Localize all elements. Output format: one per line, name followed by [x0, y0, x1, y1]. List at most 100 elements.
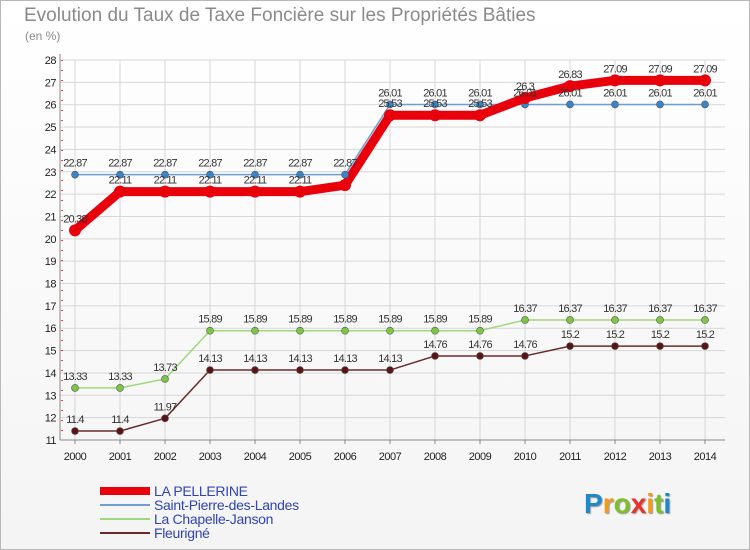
x-tick-label: 2005 — [289, 451, 312, 463]
series-marker-3 — [341, 366, 349, 374]
value-label: 14.13 — [378, 353, 402, 365]
value-label: 26.01 — [423, 87, 447, 99]
y-tick-label: 23 — [45, 167, 57, 179]
series-marker-3 — [296, 366, 304, 374]
logo-letter: P — [584, 488, 603, 519]
chart-title: Evolution du Taux de Taxe Foncière sur l… — [24, 5, 536, 26]
series-marker-1 — [701, 100, 709, 109]
value-label: 15.89 — [198, 314, 222, 326]
x-tick-label: 2008 — [424, 451, 447, 463]
series-marker-1 — [71, 170, 79, 179]
value-label: 25.53 — [423, 98, 447, 110]
x-tick-label: 2000 — [64, 451, 87, 463]
y-tick-label: 24 — [45, 144, 57, 156]
series-marker-0 — [159, 185, 171, 198]
series-marker-3 — [476, 352, 484, 360]
logo-letter: i — [646, 488, 655, 519]
x-tick-label: 2002 — [154, 451, 177, 463]
x-tick-label: 2006 — [334, 451, 357, 463]
y-tick-label: 16 — [45, 323, 57, 335]
series-marker-2 — [566, 316, 574, 324]
value-label: 13.33 — [108, 371, 132, 383]
legend-label: Saint-Pierre-des-Landes — [154, 497, 299, 513]
value-label: 14.13 — [333, 353, 357, 365]
x-tick-label: 2010 — [514, 451, 537, 463]
value-label: 22.87 — [198, 158, 222, 170]
series-marker-0 — [249, 185, 261, 198]
series-marker-0 — [339, 179, 351, 192]
value-label: 22.11 — [154, 175, 177, 187]
series-marker-0 — [69, 224, 81, 237]
series-marker-2 — [116, 384, 124, 392]
y-tick-label: 11 — [46, 435, 57, 447]
value-label: 15.2 — [696, 329, 715, 341]
y-tick-label: 20 — [45, 234, 57, 246]
series-marker-1 — [296, 170, 304, 179]
value-label: 15.89 — [243, 314, 267, 326]
value-label: 11.4 — [66, 414, 84, 426]
series-marker-0 — [204, 185, 216, 198]
value-label: 11.97 — [154, 401, 177, 413]
value-label: 13.73 — [153, 362, 177, 374]
value-label: 13.33 — [63, 371, 87, 383]
value-label: 26.01 — [378, 87, 402, 99]
value-label: 26.3 — [516, 81, 535, 93]
y-tick-label: 14 — [45, 368, 57, 380]
y-tick-label: 18 — [45, 279, 57, 291]
value-label: 26.01 — [603, 87, 627, 99]
value-label: 22.87 — [153, 158, 177, 170]
logo-letter: o — [613, 488, 631, 519]
series-marker-3 — [521, 352, 529, 360]
x-tick-labels: 2000 2001 2002 2003 2004 2005 2006 2007 2008 2009… — [64, 451, 717, 463]
series-marker-3 — [116, 427, 124, 435]
legend-swatch — [100, 504, 150, 506]
value-label: 14.13 — [288, 353, 312, 365]
value-label: 20.38 — [63, 213, 87, 225]
series-marker-0 — [519, 92, 531, 104]
value-label: 15.89 — [468, 314, 492, 326]
x-tick-label: 2004 — [244, 451, 267, 463]
series-marker-3 — [701, 342, 709, 350]
series-marker-1 — [431, 100, 439, 109]
series-marker-3 — [431, 352, 439, 360]
value-label: 22.11 — [109, 175, 132, 187]
value-label: 22.11 — [199, 175, 222, 187]
value-label: 27.09 — [693, 63, 717, 75]
x-tick-label: 2007 — [379, 451, 402, 463]
value-label: 16.37 — [648, 303, 672, 315]
y-tick-label: 15 — [45, 346, 57, 358]
value-label: 22.87 — [63, 158, 87, 170]
series-marker-2 — [296, 326, 304, 335]
value-label: 15.89 — [423, 314, 447, 326]
series-marker-0 — [609, 74, 621, 87]
series-marker-0 — [294, 185, 306, 198]
value-label: 25.53 — [378, 98, 402, 110]
series-marker-2 — [521, 316, 529, 324]
value-label: 16.37 — [603, 303, 627, 315]
y-tick-label: 25 — [45, 122, 57, 134]
series-marker-1 — [611, 100, 619, 109]
series-marker-1 — [656, 100, 664, 109]
logo-letter: i — [663, 488, 672, 519]
value-label: 22.87 — [108, 158, 132, 170]
y-tick-label: 13 — [45, 390, 57, 402]
x-tick-label: 2003 — [199, 451, 222, 463]
series-marker-2 — [71, 384, 79, 392]
series-marker-2 — [161, 375, 169, 383]
series-marker-0 — [114, 185, 126, 198]
value-label: 22.87 — [243, 158, 267, 170]
series-marker-3 — [71, 427, 79, 435]
series-marker-2 — [341, 326, 349, 335]
series-marker-1 — [386, 100, 394, 109]
series-marker-2 — [251, 326, 259, 335]
y-tick-label: 17 — [45, 301, 57, 313]
x-tick-label: 2009 — [469, 451, 492, 463]
value-label: 16.37 — [693, 303, 717, 315]
value-label: 26.01 — [468, 87, 492, 99]
x-tick-label: 2014 — [694, 451, 717, 463]
value-label: 25.53 — [468, 98, 492, 110]
value-label: 22.11 — [289, 175, 312, 187]
legend-swatch — [100, 532, 150, 534]
